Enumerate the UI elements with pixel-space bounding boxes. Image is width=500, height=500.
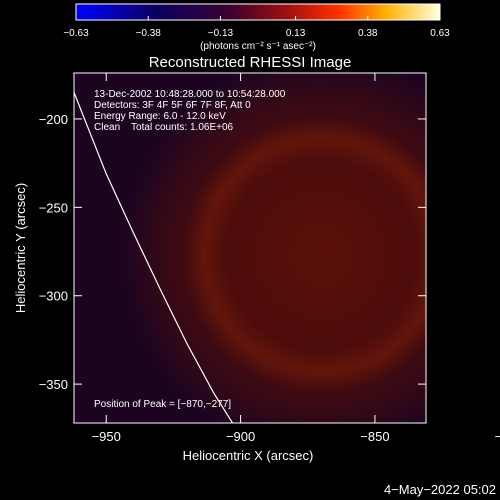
colorbar-tick-label: 0.13: [286, 28, 306, 39]
annotation-energy-range: Energy Range: 6.0 - 12.0 keV: [94, 111, 226, 122]
colorbar-gradient: [75, 3, 441, 21]
x-tick-label: −800: [495, 429, 500, 444]
x-tick-label: −950: [92, 429, 121, 444]
info-annotations: 13-Dec-2002 10:48:28.000 to 10:54:28.000…: [94, 89, 286, 133]
heatmap-ring: [74, 73, 426, 423]
colorbar-ticks: −0.63 −0.38 −0.13 0.13 0.38 0.63: [63, 16, 450, 39]
plot-frame: [73, 72, 427, 424]
y-tick-label: −350: [39, 377, 68, 392]
y-tick-label: −250: [39, 200, 68, 215]
colorbar-tick-label: −0.63: [63, 28, 89, 39]
colorbar-tick-label: 0.63: [430, 28, 450, 39]
x-tick-label: −900: [226, 429, 255, 444]
peak-source: [289, 223, 354, 288]
annotation-clean-counts: Clean Total counts: 1.06E+06: [94, 122, 234, 133]
annotation-time-range: 13-Dec-2002 10:48:28.000 to 10:54:28.000: [94, 89, 286, 100]
colorbar-tick-label: −0.13: [208, 28, 234, 39]
solar-limb-curve: [74, 92, 234, 423]
x-axis-title: Heliocentric X (arcsec): [183, 448, 314, 463]
colorbar-units-label: (photons cm⁻² s⁻¹ asec⁻²): [200, 41, 316, 52]
colorbar-tick-label: 0.38: [358, 28, 378, 39]
x-tick-label: −850: [360, 429, 389, 444]
y-tick-label: −300: [39, 289, 68, 304]
heatmap-image: [74, 73, 426, 423]
colorbar: −0.63 −0.38 −0.13 0.13 0.38 0.63 (photons cm⁻…: [63, 3, 450, 52]
footer-date: 4−May−2022 05:02: [384, 482, 496, 497]
y-axis-ticks: −200 −250 −300 −350: [39, 112, 426, 392]
y-axis-title: Heliocentric Y (arcsec): [13, 183, 28, 313]
colorbar-tick-label: −0.38: [136, 28, 162, 39]
annotation-detectors: Detectors: 3F 4F 5F 6F 7F 8F, Att 0: [94, 100, 251, 111]
chart-title: Reconstructed RHESSI Image: [149, 54, 352, 71]
peak-position-label: Position of Peak = [−870,−277]: [94, 399, 231, 410]
y-tick-label: −200: [39, 112, 68, 127]
x-axis-ticks: −950 −900 −850 −800: [92, 73, 500, 444]
